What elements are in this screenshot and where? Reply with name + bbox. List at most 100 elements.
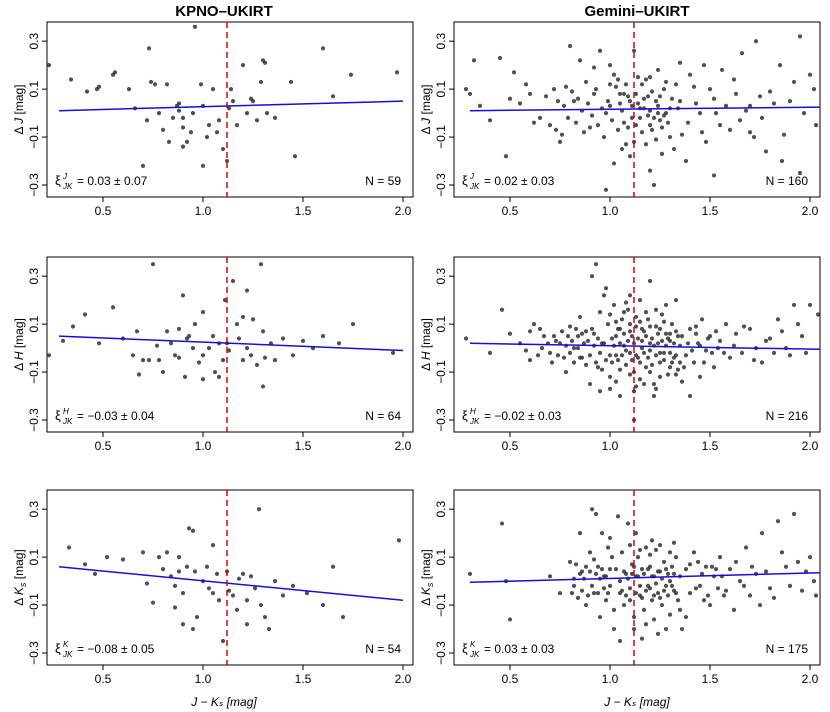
data-point — [759, 531, 765, 536]
data-point — [320, 46, 326, 51]
data-point — [699, 130, 705, 135]
plot-area — [463, 257, 820, 432]
x-tick-label: 1.5 — [295, 439, 312, 453]
fit-line — [469, 571, 820, 584]
data-point — [645, 317, 651, 322]
data-point — [645, 355, 651, 360]
data-point — [771, 595, 777, 600]
data-point — [613, 379, 619, 384]
data-point — [643, 334, 649, 339]
data-point — [625, 521, 631, 526]
data-point — [184, 139, 190, 144]
data-point — [84, 89, 90, 94]
data-point — [653, 137, 659, 142]
data-point — [615, 127, 621, 132]
data-point — [791, 79, 797, 85]
plot-area — [463, 22, 820, 197]
data-point — [569, 89, 575, 94]
data-point — [340, 614, 346, 620]
y-axis-label: Δ Ks [mag] — [12, 549, 28, 606]
data-point — [723, 322, 729, 327]
data-point — [330, 94, 336, 99]
data-point — [715, 586, 721, 591]
data-point — [647, 348, 653, 353]
data-point — [156, 555, 162, 560]
data-point — [198, 82, 204, 87]
x-tick-label: 2.0 — [802, 672, 819, 686]
data-point — [629, 334, 635, 339]
data-point — [647, 369, 653, 375]
slope-value: = −0.02 ± 0.03 — [484, 409, 562, 423]
xi-superscript: J — [62, 172, 68, 181]
data-point — [66, 545, 72, 550]
data-point — [463, 87, 469, 92]
data-point — [663, 79, 669, 85]
data-point — [244, 110, 250, 116]
data-point — [661, 357, 667, 363]
data-point — [629, 115, 635, 120]
data-point — [541, 334, 547, 339]
data-point — [603, 110, 609, 116]
data-point — [150, 262, 156, 267]
x-axis-label-right: J − Kₛ [mag] — [603, 695, 670, 709]
data-point — [643, 588, 649, 593]
data-point — [579, 588, 585, 593]
data-point — [613, 353, 619, 358]
data-point — [631, 564, 637, 569]
x-tick-label: 0.5 — [95, 672, 112, 686]
y-tick-label: −0.1 — [434, 125, 448, 149]
data-point — [621, 569, 627, 574]
data-point — [136, 372, 142, 377]
data-point — [741, 583, 747, 588]
data-point — [47, 63, 52, 68]
data-point — [727, 127, 733, 132]
data-point — [657, 360, 663, 365]
data-point — [657, 350, 663, 355]
data-point — [661, 87, 667, 92]
data-point — [577, 531, 583, 536]
data-point — [156, 357, 162, 363]
data-point — [593, 571, 599, 577]
data-point — [563, 84, 569, 89]
y-tick-label: 0.3 — [434, 501, 448, 518]
data-point — [597, 350, 603, 355]
slope-value: = 0.03 ± 0.03 — [484, 642, 555, 656]
data-point — [687, 72, 693, 77]
data-point — [655, 590, 661, 596]
data-point — [240, 571, 246, 577]
data-point — [733, 91, 739, 97]
data-point — [645, 567, 651, 572]
data-point — [569, 338, 575, 344]
data-point — [591, 65, 597, 70]
data-point — [763, 569, 769, 574]
slope-value: = −0.08 ± 0.05 — [77, 642, 155, 656]
sample-count: N = 160 — [766, 174, 809, 188]
data-point — [657, 94, 663, 99]
data-point — [751, 357, 757, 363]
data-point — [292, 154, 298, 159]
data-point — [204, 134, 210, 140]
data-point — [304, 590, 310, 596]
data-point — [653, 353, 659, 358]
data-point — [330, 564, 336, 569]
data-point — [176, 555, 182, 560]
data-point — [236, 336, 242, 341]
data-point — [647, 324, 653, 329]
data-point — [619, 146, 625, 152]
data-point — [679, 626, 685, 632]
data-point — [148, 79, 154, 85]
data-point — [639, 130, 645, 135]
data-point — [673, 590, 679, 596]
data-point — [565, 334, 571, 339]
data-point — [659, 312, 665, 317]
y-label-symbol: Δ — [12, 124, 26, 135]
data-point — [777, 63, 783, 68]
xi-subscript: JK — [62, 650, 73, 659]
data-point — [144, 581, 150, 586]
xi-subscript: JK — [469, 182, 480, 191]
data-point — [565, 115, 571, 120]
x-tick-label: 1.0 — [195, 439, 212, 453]
y-tick-label: −0.3 — [434, 173, 448, 197]
data-point — [697, 110, 703, 116]
data-point — [190, 626, 196, 632]
